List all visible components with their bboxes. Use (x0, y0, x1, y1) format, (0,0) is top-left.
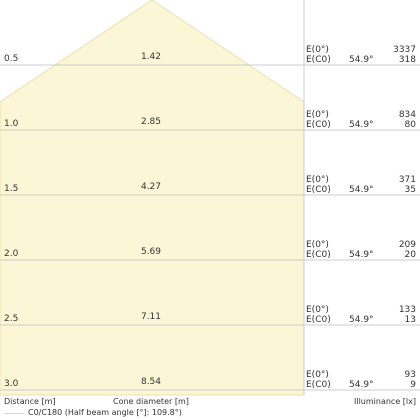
illuminance-e0-value: 834 (398, 110, 416, 120)
ec0-label: E(C0) (306, 315, 331, 325)
e0-label: E(0°) (306, 175, 329, 185)
ec0-label: E(C0) (306, 250, 331, 260)
ec0-label: E(C0) (306, 120, 331, 130)
half-angle-label: 54.9° (349, 315, 374, 325)
distance-label: 3.0 (4, 379, 19, 389)
legend-line-marker (4, 413, 24, 414)
illuminance-ec0-value: 318 (398, 55, 416, 65)
illuminance-ec0-value: 20 (404, 250, 416, 260)
illuminance-e0-value: 209 (398, 240, 416, 250)
e0-label: E(0°) (306, 45, 329, 55)
e0-label: E(0°) (306, 110, 329, 120)
ec0-label: E(C0) (306, 380, 331, 390)
distance-label: 2.5 (4, 314, 19, 324)
illuminance-axis-label: Illuminance [lx] (354, 397, 416, 406)
distance-label: 1.0 (4, 119, 19, 129)
ec0-label: E(C0) (306, 185, 331, 195)
cone-diameter-label: 8.54 (140, 377, 162, 387)
illuminance-e0-value: 371 (398, 175, 416, 185)
cone-diameter-label: 2.85 (140, 117, 162, 127)
illuminance-ec0-value: 80 (404, 120, 416, 130)
illuminance-e0-value: 93 (404, 370, 416, 380)
half-angle-label: 54.9° (349, 380, 374, 390)
half-angle-label: 54.9° (349, 120, 374, 130)
illuminance-e0-value: 3337 (393, 45, 416, 55)
cone-diameter-label: 7.11 (140, 312, 162, 322)
cone-diameter-label: 5.69 (140, 247, 162, 257)
distance-label: 1.5 (4, 184, 19, 194)
e0-label: E(0°) (306, 240, 329, 250)
illuminance-ec0-value: 35 (404, 185, 416, 195)
distance-label: 2.0 (4, 249, 19, 259)
illuminance-ec0-value: 9 (410, 380, 416, 390)
e0-label: E(0°) (306, 305, 329, 315)
half-angle-label: 54.9° (349, 185, 374, 195)
half-angle-label: 54.9° (349, 250, 374, 260)
ec0-label: E(C0) (306, 55, 331, 65)
illuminance-ec0-value: 13 (404, 315, 416, 325)
half-angle-label: 54.9° (349, 55, 374, 65)
e0-label: E(0°) (306, 370, 329, 380)
illuminance-e0-value: 133 (398, 305, 416, 315)
diameter-axis-label: Cone diameter [m] (113, 397, 189, 406)
distance-axis-label: Distance [m] (4, 397, 56, 406)
distance-label: 0.5 (4, 54, 19, 64)
legend-label: C0/C180 (Half beam angle [°]: 109.8°) (28, 408, 182, 417)
cone-diameter-label: 1.42 (140, 52, 162, 62)
cone-diameter-label: 4.27 (140, 182, 162, 192)
